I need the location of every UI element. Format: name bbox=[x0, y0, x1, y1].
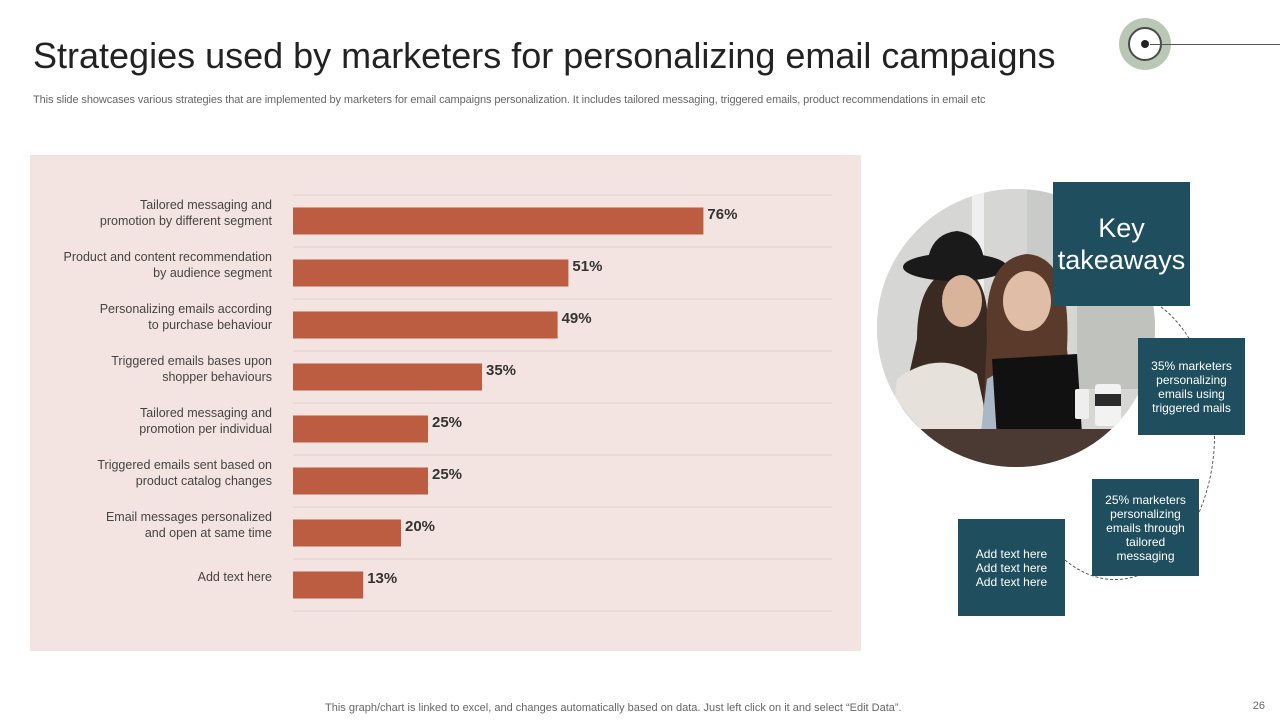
bar[interactable] bbox=[293, 415, 428, 443]
slide-subtitle: This slide showcases various strategies … bbox=[33, 94, 986, 106]
category-label-line: shopper behaviours bbox=[162, 370, 272, 384]
bar[interactable] bbox=[293, 207, 704, 235]
category-label-line: Triggered emails bases upon bbox=[111, 354, 272, 368]
bar[interactable] bbox=[293, 259, 569, 287]
category-label: Personalizing emails according to purchas… bbox=[100, 302, 272, 332]
bar[interactable] bbox=[293, 519, 401, 547]
value-label: 25% bbox=[432, 414, 462, 431]
category-label: Tailored messaging and promotion per indi… bbox=[139, 406, 272, 436]
takeaway-box-placeholder: Add text here Add text here Add text her… bbox=[958, 519, 1065, 616]
bar[interactable] bbox=[293, 571, 364, 599]
category-label-line: promotion by different segment bbox=[100, 214, 273, 228]
takeaway-box-tailored-messaging: 25% marketers personalizing emails throu… bbox=[1092, 479, 1199, 576]
category-label-line: product catalog changes bbox=[136, 474, 272, 488]
value-label: 13% bbox=[367, 570, 397, 587]
category-label-line: and open at same time bbox=[145, 526, 272, 540]
category-label: Product and content recommendation by aud… bbox=[64, 250, 273, 280]
category-label: Tailored messaging and promotion by diffe… bbox=[100, 198, 273, 228]
category-label-line: Triggered emails sent based on bbox=[97, 458, 272, 472]
decorative-line bbox=[1150, 44, 1280, 45]
category-label-line: Add text here bbox=[198, 570, 272, 584]
category-label-line: Tailored messaging and bbox=[140, 198, 272, 212]
key-takeaways-heading: Key takeaways bbox=[1053, 182, 1190, 306]
value-label: 76% bbox=[707, 206, 737, 223]
value-label: 25% bbox=[432, 466, 462, 483]
bar[interactable] bbox=[293, 363, 482, 391]
chart-panel[interactable]: 76% Tailored messaging and promotion by di… bbox=[30, 155, 861, 651]
value-label: 35% bbox=[486, 362, 516, 379]
category-label-line: to purchase behaviour bbox=[148, 318, 272, 332]
category-label-line: by audience segment bbox=[153, 266, 272, 280]
footer-note: This graph/chart is linked to excel, and… bbox=[325, 702, 902, 714]
category-label-line: Product and content recommendation bbox=[64, 250, 273, 264]
bar[interactable] bbox=[293, 311, 558, 339]
value-label: 51% bbox=[572, 258, 602, 275]
value-label: 20% bbox=[405, 518, 435, 535]
category-label: Add text here bbox=[198, 570, 272, 584]
decorative-dot bbox=[1141, 40, 1149, 48]
category-label-line: Email messages personalized bbox=[106, 510, 272, 524]
slide-title: Strategies used by marketers for persona… bbox=[33, 35, 1056, 76]
category-label: Email messages personalized and open at s… bbox=[106, 510, 272, 540]
category-label-line: Tailored messaging and bbox=[140, 406, 272, 420]
category-label: Triggered emails sent based on product ca… bbox=[97, 458, 272, 488]
bar-chart[interactable]: 76% Tailored messaging and promotion by di… bbox=[30, 155, 861, 651]
category-label-line: Personalizing emails according bbox=[100, 302, 272, 316]
bar[interactable] bbox=[293, 467, 428, 495]
value-label: 49% bbox=[562, 310, 592, 327]
category-label: Triggered emails bases upon shopper behav… bbox=[111, 354, 272, 384]
page-number: 26 bbox=[1252, 700, 1265, 712]
takeaway-box-triggered-mails: 35% marketers personalizing emails using… bbox=[1138, 338, 1245, 435]
category-label-line: promotion per individual bbox=[139, 422, 272, 436]
